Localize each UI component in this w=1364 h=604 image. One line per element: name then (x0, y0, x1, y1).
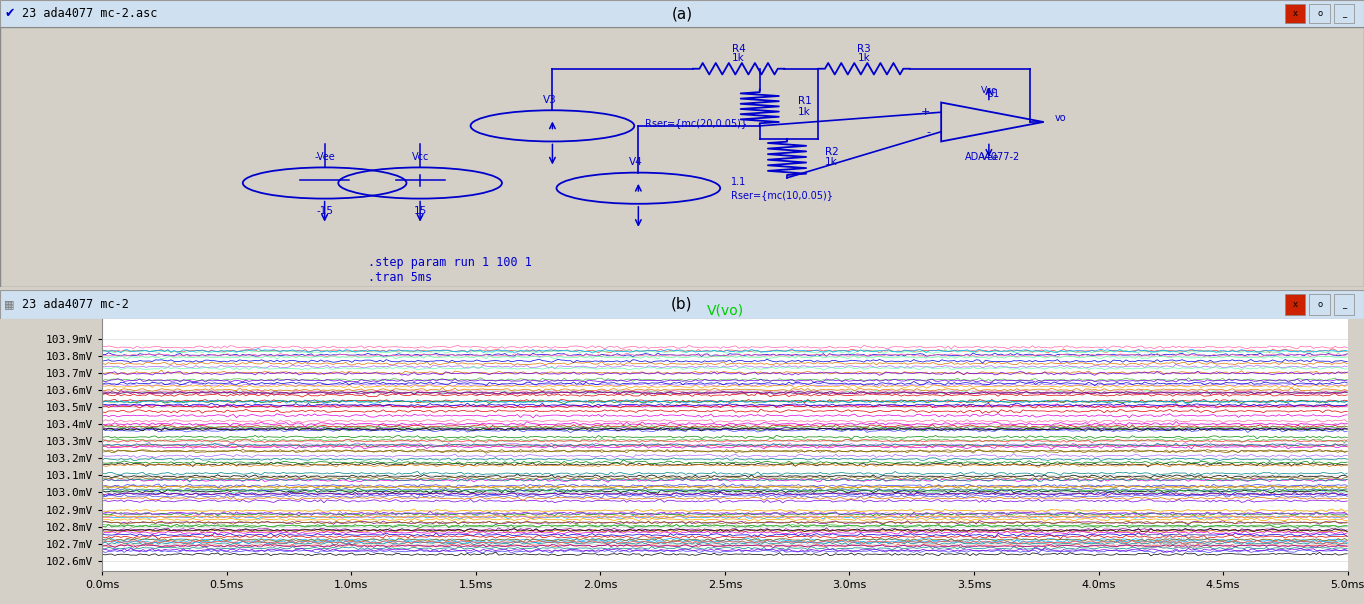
Text: 知乎@人为现象: 知乎@人为现象 (1140, 533, 1211, 548)
Text: -15: -15 (316, 207, 333, 216)
Text: Rser={mc(10,0.05)}: Rser={mc(10,0.05)} (731, 190, 833, 200)
Text: _: _ (1342, 9, 1346, 18)
Text: -: - (926, 127, 930, 137)
Bar (1285, 4, 1305, 23)
Text: ✔: ✔ (4, 7, 15, 20)
Text: +: + (921, 108, 930, 117)
Text: R4: R4 (731, 45, 746, 54)
Text: x: x (1293, 9, 1297, 18)
Text: U1: U1 (986, 89, 998, 98)
Text: x: x (1293, 300, 1297, 309)
Bar (1334, 294, 1354, 315)
Text: ADA4077-2: ADA4077-2 (964, 152, 1020, 162)
Text: -Vee: -Vee (979, 153, 998, 162)
Text: 1k: 1k (858, 53, 870, 63)
Text: 23 ada4077 mc-2.asc: 23 ada4077 mc-2.asc (22, 7, 157, 20)
Text: R3: R3 (857, 45, 872, 54)
Text: (b): (b) (671, 297, 693, 312)
Text: Rser={mc(20,0.05)}: Rser={mc(20,0.05)} (645, 118, 747, 128)
Text: 1k: 1k (798, 106, 810, 117)
Text: 15: 15 (413, 207, 427, 216)
Text: R1: R1 (798, 96, 812, 106)
Text: Vcc: Vcc (412, 152, 428, 162)
Text: 23 ada4077 mc-2: 23 ada4077 mc-2 (22, 298, 128, 311)
Text: 1k: 1k (732, 53, 745, 63)
Text: .step param run 1 100 1
.tran 5ms: .step param run 1 100 1 .tran 5ms (368, 255, 532, 284)
Text: V3: V3 (543, 95, 557, 105)
Text: vo: vo (1054, 113, 1067, 123)
Bar (1285, 294, 1305, 315)
Bar (1309, 4, 1330, 23)
Bar (1334, 4, 1354, 23)
Text: V4: V4 (629, 158, 642, 167)
Text: -Vee: -Vee (314, 152, 336, 162)
Text: Vcc: Vcc (981, 86, 997, 95)
Text: _: _ (1342, 300, 1346, 309)
Text: 1.1: 1.1 (731, 177, 746, 187)
Text: ▦: ▦ (4, 300, 15, 309)
Text: R2: R2 (825, 147, 839, 157)
Title: V(vo): V(vo) (707, 304, 743, 318)
Text: 1k: 1k (825, 157, 837, 167)
Text: o: o (1318, 9, 1322, 18)
Bar (1309, 294, 1330, 315)
Text: o: o (1318, 300, 1322, 309)
Text: (a): (a) (671, 6, 693, 21)
